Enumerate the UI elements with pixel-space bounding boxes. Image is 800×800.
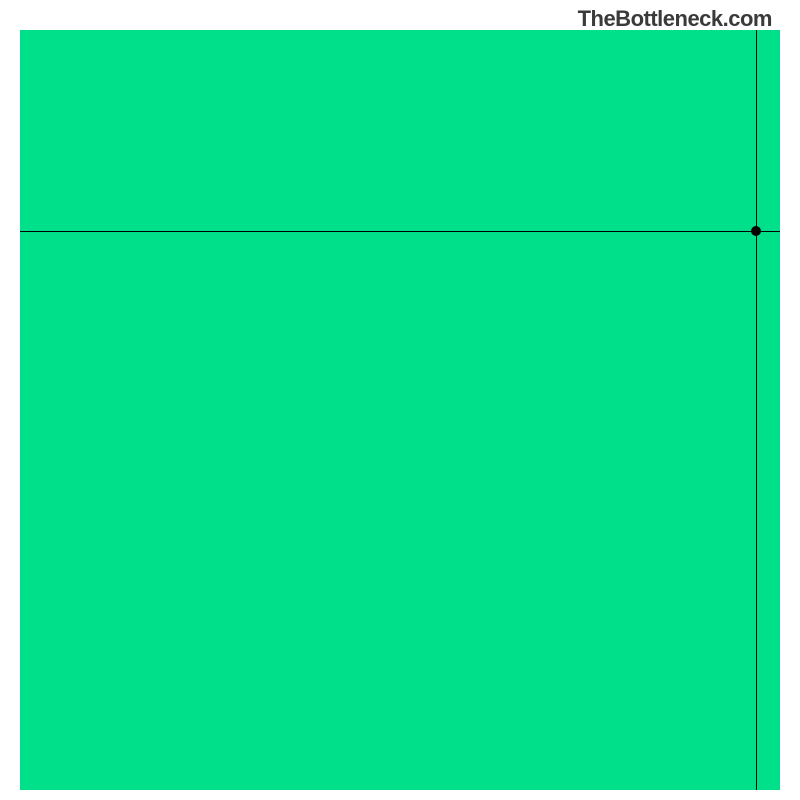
crosshair-horizontal bbox=[20, 231, 780, 232]
plot-area bbox=[20, 30, 780, 790]
watermark-text: TheBottleneck.com bbox=[578, 6, 772, 32]
chart-container: TheBottleneck.com bbox=[0, 0, 800, 800]
crosshair-vertical bbox=[756, 30, 757, 790]
crosshair-marker bbox=[751, 226, 761, 236]
heatmap-canvas bbox=[20, 30, 780, 790]
